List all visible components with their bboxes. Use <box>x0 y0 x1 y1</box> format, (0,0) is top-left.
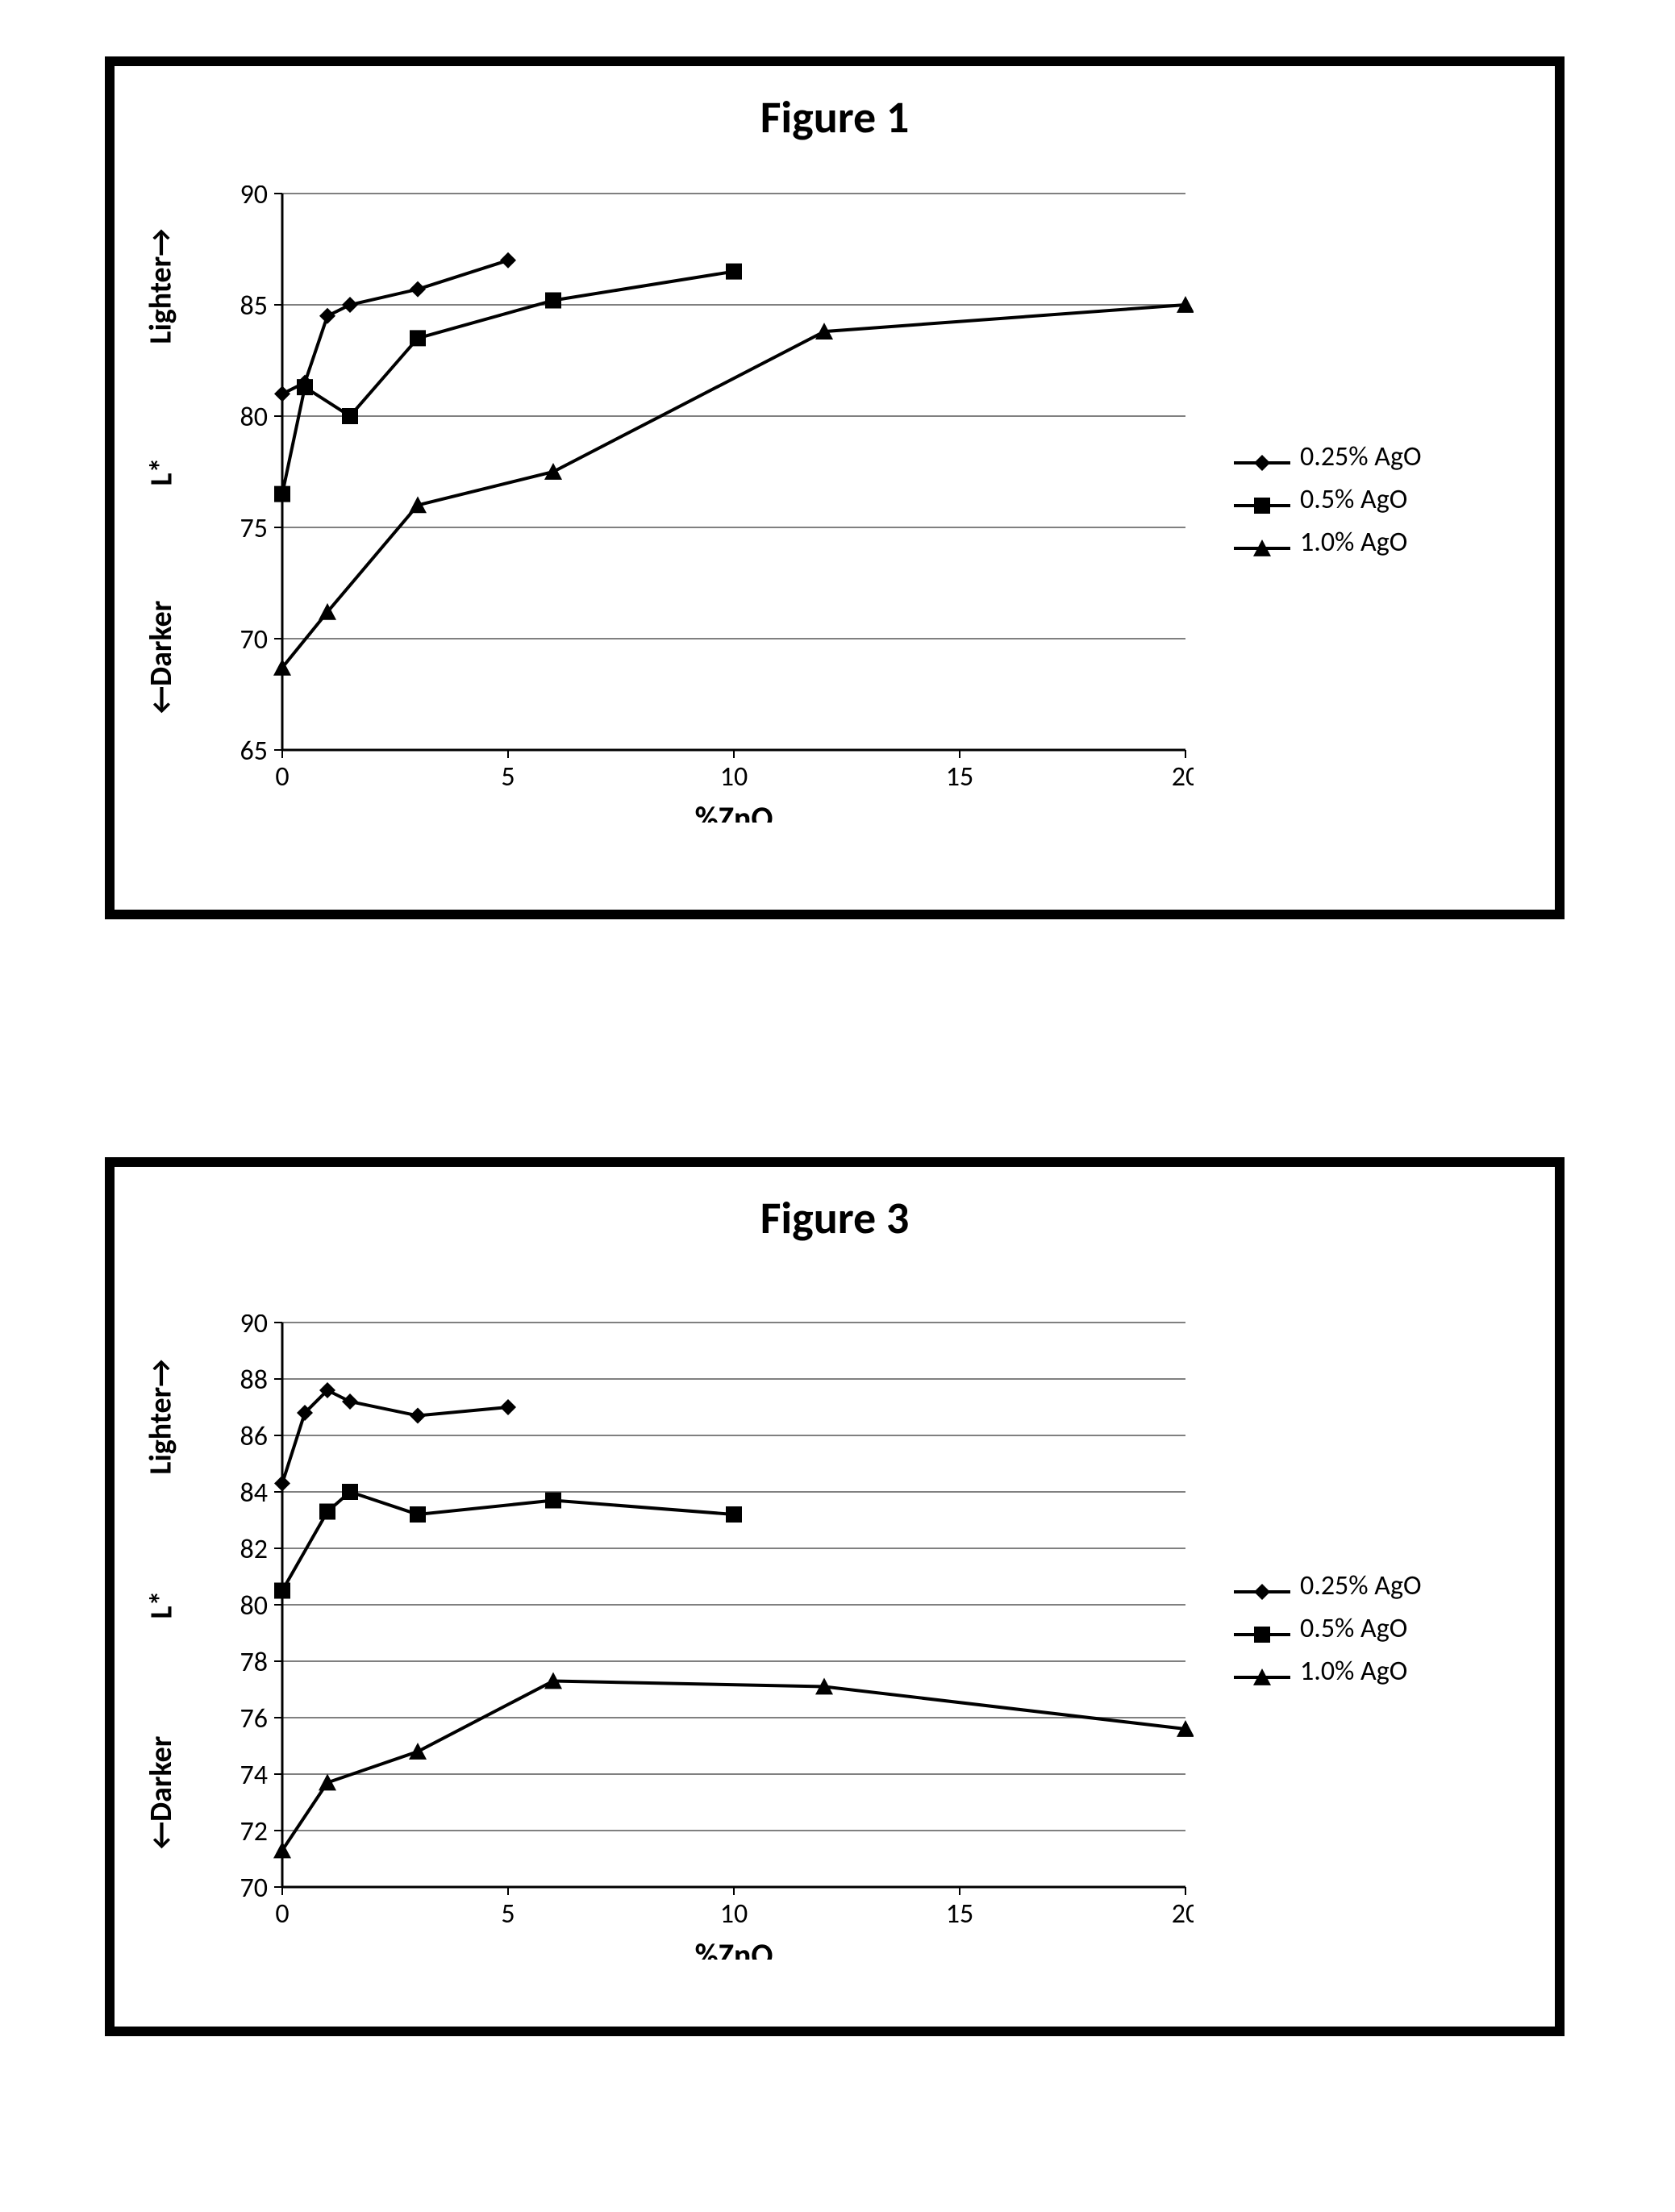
fig3-legend-item: 0.5% AgO <box>1234 1612 1421 1645</box>
fig3-series-marker <box>410 1506 426 1523</box>
fig3-series-marker <box>319 1504 335 1520</box>
fig1-ylabel-lighter: Lighter→ <box>143 228 180 344</box>
page: Figure 1 65 70 75 80 85 90 0 5 10 15 20 %ZnO Lighter→… <box>0 0 1675 2212</box>
fig1-xtick-label: 5 <box>501 760 515 794</box>
fig1-xtick-label: 15 <box>946 760 973 794</box>
fig3-xtick-label: 0 <box>275 1897 289 1931</box>
fig1-series-marker <box>297 379 313 395</box>
fig3-ytick-label: 82 <box>240 1533 268 1566</box>
fig3-series-marker <box>273 1842 291 1859</box>
fig1-legend-label: 1.0% AgO <box>1300 526 1407 559</box>
fig3-ytick-label: 74 <box>240 1759 268 1792</box>
fig1-xtick-label: 20 <box>1172 760 1194 794</box>
fig1-legend-label: 0.5% AgO <box>1300 483 1407 516</box>
fig3-xtick-label: 15 <box>946 1897 973 1931</box>
fig1-series-line <box>282 260 508 394</box>
fig1-ytick-label: 85 <box>240 290 268 323</box>
fig3-xtick-label: 5 <box>501 1897 515 1931</box>
fig3-series-line <box>282 1492 734 1591</box>
fig3-series-marker <box>726 1506 742 1523</box>
fig3-plot: 70 72 74 76 78 80 82 84 86 88 90 0 5 10 15 20 %ZnO <box>210 1314 1194 1960</box>
fig3-legend-item: 1.0% AgO <box>1234 1655 1421 1688</box>
fig1-legend-label: 0.25% AgO <box>1300 440 1421 473</box>
fig1-legend-item: 0.5% AgO <box>1234 483 1421 516</box>
fig3-ytick-label: 84 <box>240 1477 268 1510</box>
fig3-title: Figure 3 <box>115 1191 1555 1246</box>
fig1-legend-swatch <box>1234 448 1290 467</box>
fig3-series-marker <box>274 1583 290 1599</box>
fig3-ylabel-group: Lighter→ L* ←Darker <box>113 1323 210 1887</box>
fig3-series-marker <box>409 1743 427 1760</box>
fig1-series-marker <box>342 408 358 424</box>
fig3-series-marker <box>545 1493 561 1509</box>
fig3-legend-item: 0.25% AgO <box>1234 1569 1421 1602</box>
fig1-series-marker <box>545 292 561 308</box>
fig3-ytick-label: 88 <box>240 1364 268 1397</box>
fig1-series-marker <box>274 486 290 502</box>
fig3-ytick-label: 80 <box>240 1589 268 1623</box>
fig1-ytick-label: 70 <box>240 623 268 656</box>
fig3-ytick-label: 86 <box>240 1420 268 1453</box>
fig3-ytick-label: 70 <box>240 1872 268 1905</box>
fig1-legend-item: 0.25% AgO <box>1234 440 1421 473</box>
fig3-series-line <box>282 1681 1185 1851</box>
fig3-series-line <box>282 1390 508 1484</box>
fig1-series-marker <box>500 252 516 269</box>
fig1-series-marker <box>410 330 426 346</box>
fig1-ylabel-group: Lighter→ L* ←Darker <box>113 194 210 750</box>
fig3-ylabel-lighter: Lighter→ <box>143 1359 180 1474</box>
fig1-title: Figure 1 <box>115 90 1555 145</box>
fig1-xtick-label: 10 <box>720 760 748 794</box>
fig1-legend-swatch <box>1234 490 1290 510</box>
fig1-series-marker <box>319 308 335 324</box>
fig3-legend-swatch <box>1234 1662 1290 1681</box>
fig1-xlabel: %ZnO <box>695 798 773 823</box>
fig1-series-marker <box>544 463 562 480</box>
fig3-ylabel-lstar: L* <box>143 1590 180 1618</box>
fig1-series-line <box>282 305 1185 668</box>
fig1-xtick-label: 0 <box>275 760 289 794</box>
fig1-legend-item: 1.0% AgO <box>1234 526 1421 559</box>
fig3-legend-label: 1.0% AgO <box>1300 1655 1407 1688</box>
fig1-ylabel-lstar: L* <box>143 458 180 486</box>
fig1-ylabel-darker: ←Darker <box>143 601 180 714</box>
fig3-ytick-label: 90 <box>240 1314 268 1340</box>
fig3-xtick-label: 10 <box>720 1897 748 1931</box>
fig3-ytick-label: 78 <box>240 1646 268 1679</box>
fig3-legend-swatch <box>1234 1577 1290 1596</box>
fig1-series-marker <box>274 385 290 402</box>
fig1-series-marker <box>410 281 426 298</box>
fig1-legend: 0.25% AgO 0.5% AgO 1.0% AgO <box>1234 435 1421 564</box>
fig3-series-marker <box>410 1408 426 1424</box>
fig1-plot: 65 70 75 80 85 90 0 5 10 15 20 %ZnO <box>210 185 1194 823</box>
fig3-series-marker <box>500 1399 516 1415</box>
fig1-legend-swatch <box>1234 533 1290 552</box>
fig3-series-marker <box>342 1393 358 1410</box>
fig3-legend-swatch <box>1234 1619 1290 1639</box>
fig1-series-marker <box>342 297 358 313</box>
fig3-ytick-label: 72 <box>240 1815 268 1848</box>
fig1-ytick-label: 80 <box>240 401 268 434</box>
fig3-xlabel: %ZnO <box>695 1935 773 1960</box>
fig1-series-marker <box>726 264 742 280</box>
fig1-ytick-label: 65 <box>240 735 268 768</box>
fig1-ytick-label: 90 <box>240 185 268 211</box>
fig3-xtick-label: 20 <box>1172 1897 1194 1931</box>
fig3-series-marker <box>342 1484 358 1500</box>
fig3-legend: 0.25% AgO 0.5% AgO 1.0% AgO <box>1234 1564 1421 1693</box>
fig3-ylabel-darker: ←Darker <box>143 1736 180 1849</box>
fig3-series-marker <box>274 1476 290 1492</box>
fig3-legend-label: 0.5% AgO <box>1300 1612 1407 1645</box>
fig1-ytick-label: 75 <box>240 512 268 545</box>
fig3-ytick-label: 76 <box>240 1702 268 1735</box>
fig3-legend-label: 0.25% AgO <box>1300 1569 1421 1602</box>
